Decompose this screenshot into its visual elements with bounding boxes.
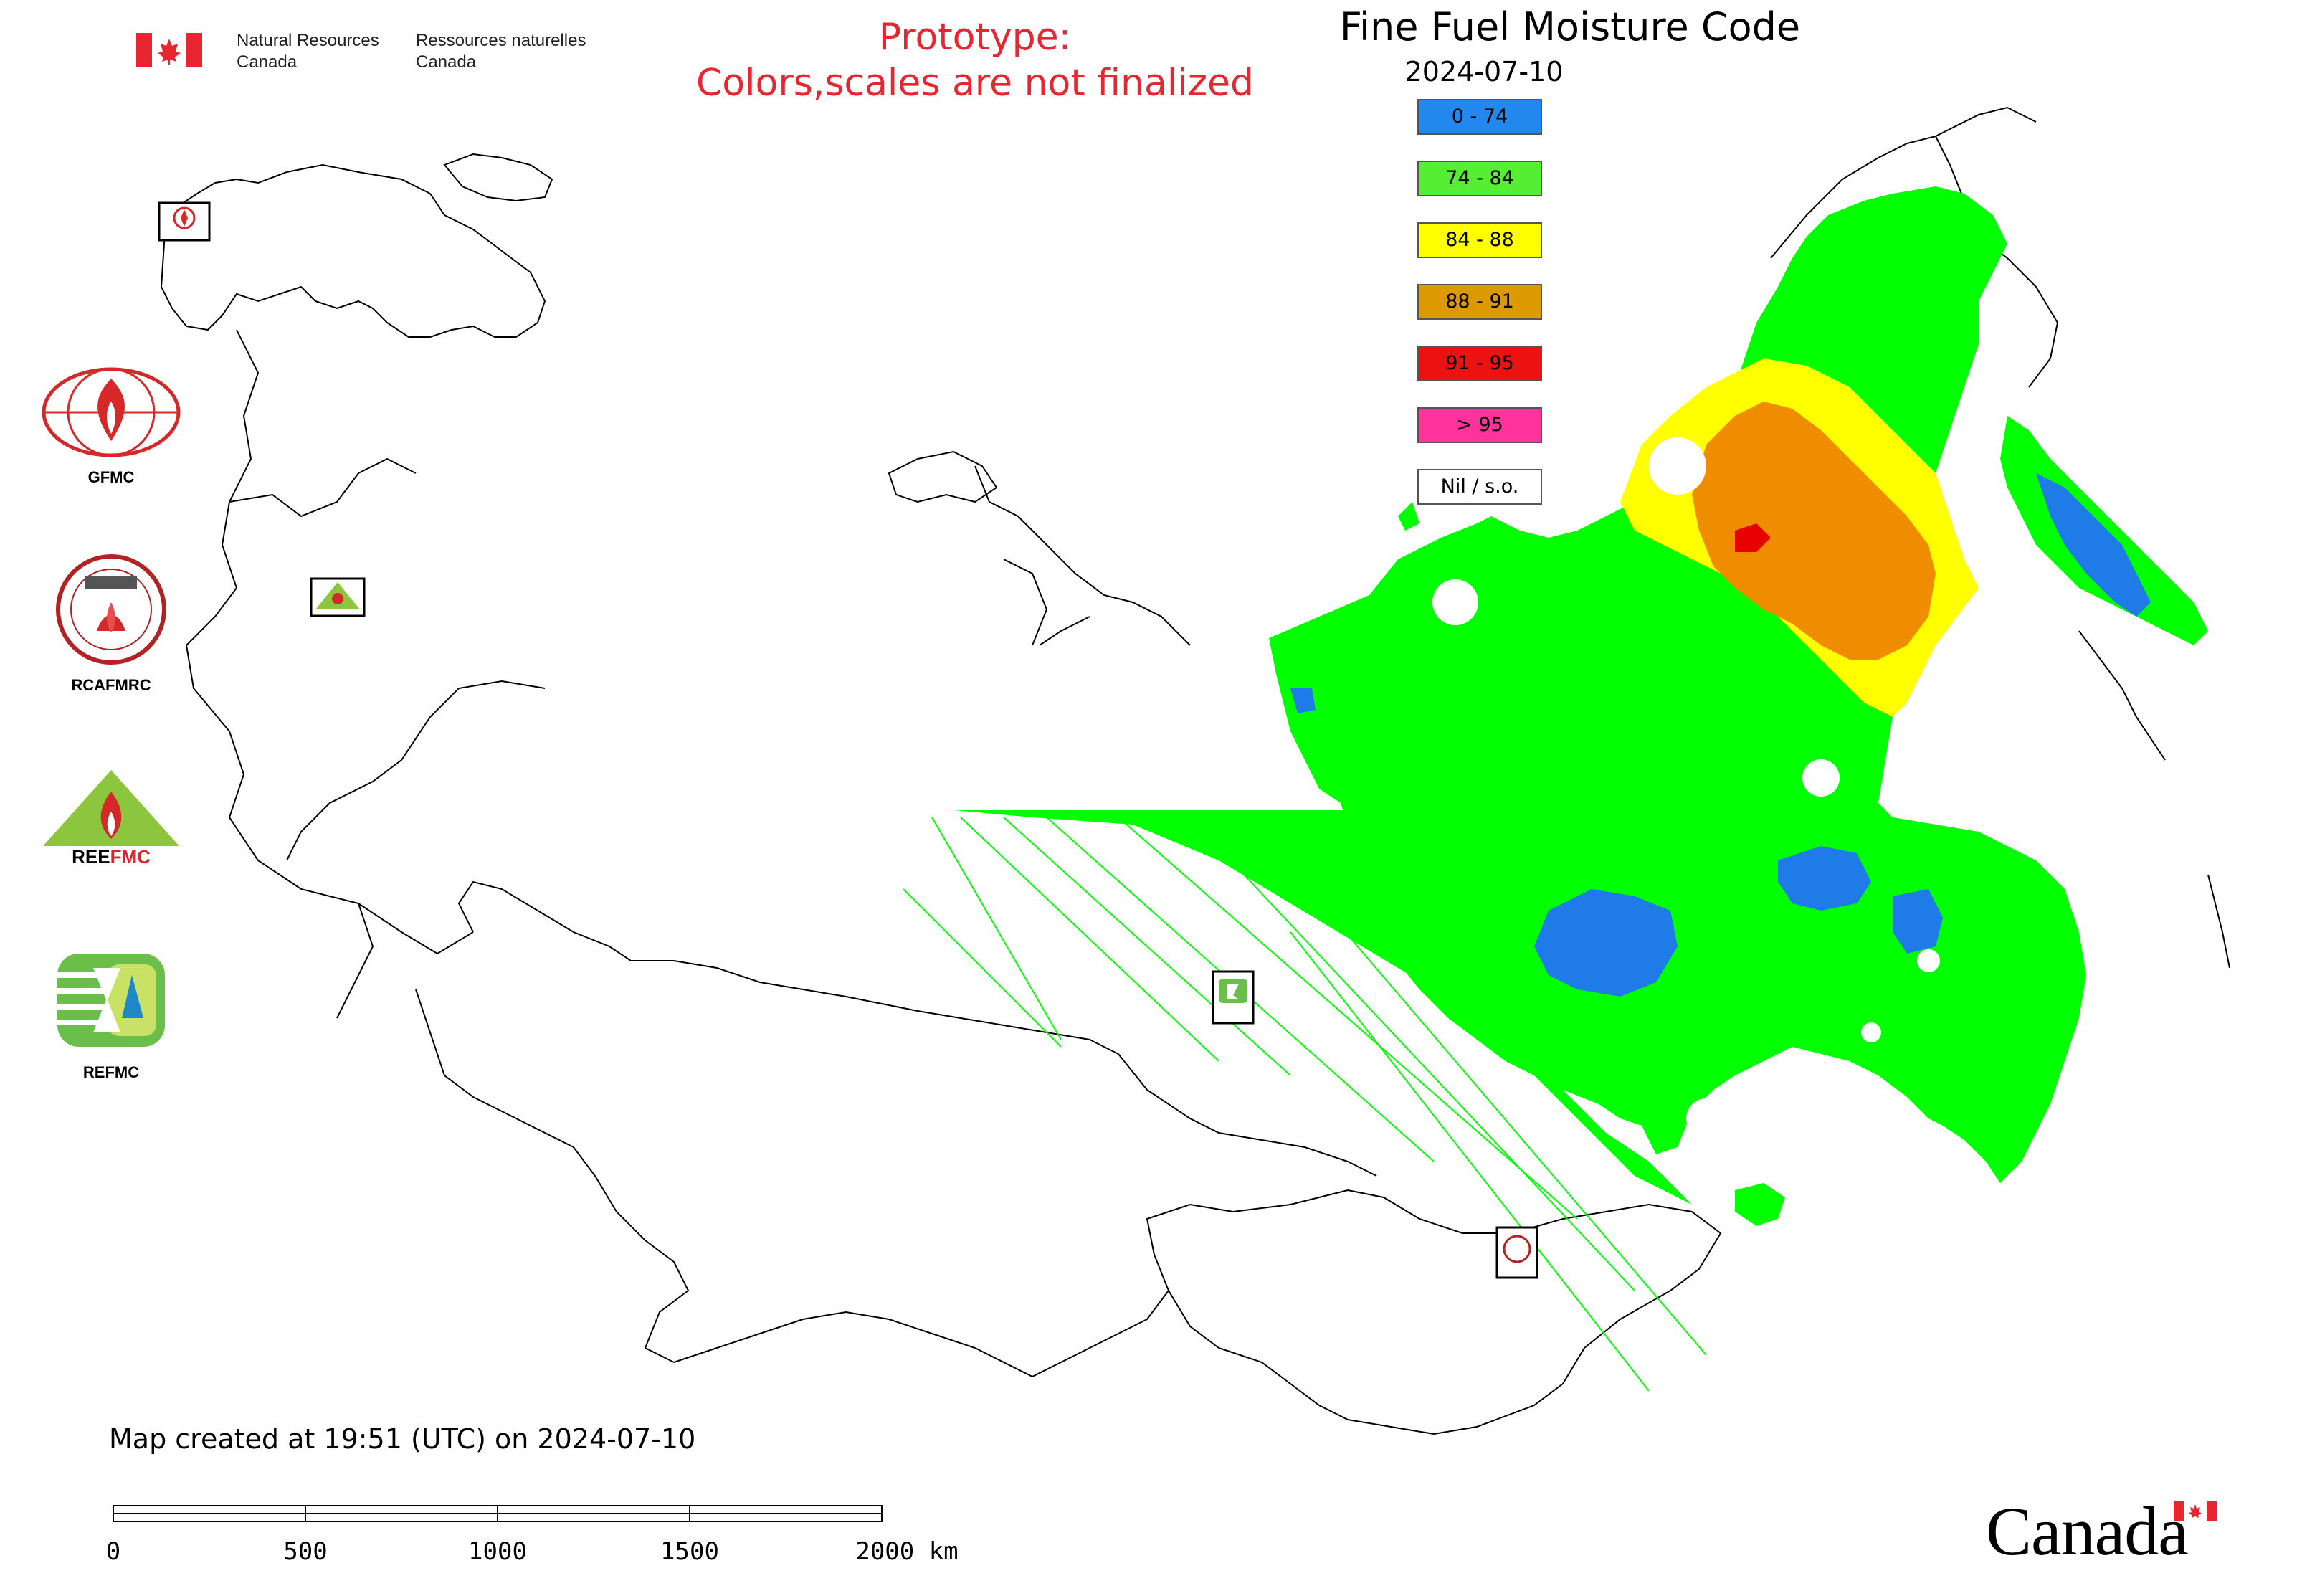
prototype-notice-line1: Prototype: [878, 16, 1072, 59]
scale-label: 0 [105, 1537, 121, 1566]
raster-blue-2 [1778, 846, 1871, 911]
raster-blue-1 [1534, 889, 1678, 997]
legend-item-84-88: 84 - 88 [1417, 222, 1542, 258]
org-label-gfmc: GFMC [87, 468, 135, 486]
raster-blue-3 [1893, 889, 1943, 954]
scale-label: 500 [283, 1537, 328, 1566]
legend-item-0-74: 0 - 74 [1417, 99, 1542, 135]
map-marker-reefmc [310, 577, 366, 617]
map-date: 2024-07-10 [1404, 56, 1564, 87]
legend-item-nil: Nil / s.o. [1417, 469, 1542, 505]
legend-label: 84 - 88 [1445, 229, 1514, 251]
raster-orange [1692, 402, 1936, 660]
raster-green-wedge [953, 810, 1692, 1205]
ffmc-raster [903, 186, 2208, 1392]
legend-item-74-84: 74 - 84 [1417, 161, 1542, 196]
org-name-en-line1: Natural Resources [237, 31, 379, 50]
scale-bar-graphic [113, 1505, 883, 1522]
reefmc-logo: REEFMC [36, 767, 186, 871]
raster-green-sakhalin [1735, 1183, 1785, 1226]
scale-label: 1000 [468, 1537, 527, 1566]
org-name-en-line2: Canada [237, 52, 298, 72]
legend-label: 0 - 74 [1451, 105, 1508, 128]
map-marker-gfmc [158, 201, 211, 242]
raster-green-main [1269, 186, 2086, 1183]
legend-label: Nil / s.o. [1440, 475, 1519, 498]
rcafmrc-logo: RCAFMRC [36, 552, 186, 695]
canada-wordmark: Canada [1986, 1493, 2189, 1569]
rcafmrc-logo-icon [56, 554, 166, 665]
legend-label: 91 - 95 [1445, 352, 1514, 374]
raster-blue-4 [1290, 688, 1316, 713]
gfmc-logo: GFMC [36, 366, 186, 487]
org-name-fr-line2: Canada [416, 52, 477, 72]
refmc-logo: REFMC [36, 946, 186, 1082]
map-created-note: Map created at 19:51 (UTC) on 2024-07-10 [109, 1423, 696, 1455]
org-label-rcafmrc: RCAFMRC [71, 676, 151, 694]
prototype-notice: Prototype: Colors,scales are not finaliz… [631, 14, 1319, 106]
scale-bar: 0 500 1000 1500 2000 km [86, 1498, 975, 1577]
legend-item-over-95: > 95 [1417, 407, 1542, 443]
raster-blue-kamchatka [2036, 473, 2151, 617]
canada-wordmark-flag-icon [2174, 1501, 2217, 1521]
map-outlines [160, 106, 2230, 1435]
map-marker-refmc [1212, 970, 1255, 1025]
legend-item-88-91: 88 - 91 [1417, 284, 1542, 320]
org-name-fr-line1: Ressources naturelles [416, 31, 586, 50]
canada-flag-icon [136, 33, 202, 67]
raster-red [1735, 523, 1771, 552]
raster-green-1 [1398, 502, 1419, 531]
legend-label: > 95 [1456, 414, 1503, 436]
scale-label: 2000 km [855, 1537, 959, 1566]
scale-label: 1500 [660, 1537, 719, 1566]
refmc-logo-icon [57, 954, 165, 1047]
svg-text:REEFMC: REEFMC [72, 846, 151, 868]
reefmc-logo-icon: REEFMC [40, 770, 182, 868]
map-marker-rcafmrc [1495, 1226, 1538, 1279]
map-title: Fine Fuel Moisture Code [1339, 4, 1801, 49]
gfmc-logo-icon [42, 367, 181, 457]
nrcan-signature: Natural Resources Canada Ressources natu… [136, 30, 624, 73]
legend-label: 88 - 91 [1445, 290, 1514, 313]
legend-item-91-95: 91 - 95 [1417, 346, 1542, 381]
org-label-refmc: REFMC [82, 1063, 140, 1081]
legend-label: 74 - 84 [1445, 167, 1514, 189]
prototype-notice-line2: Colors,scales are not finalized [695, 62, 1255, 105]
